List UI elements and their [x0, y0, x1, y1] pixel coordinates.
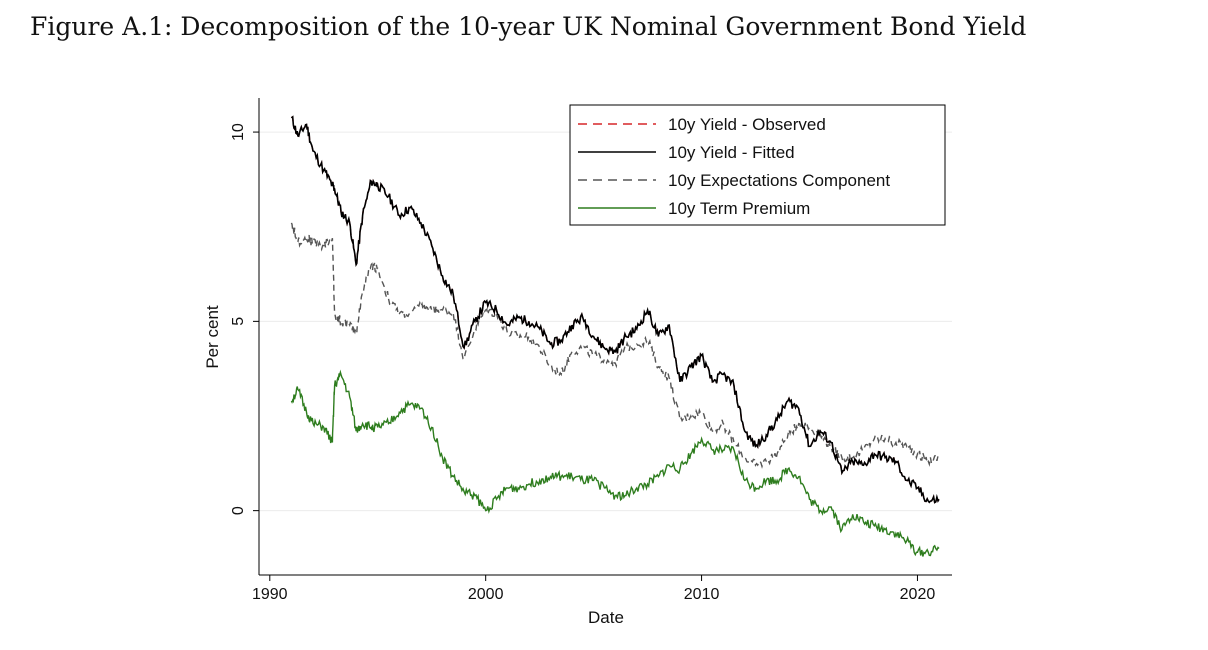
x-tick-label: 1990	[252, 586, 288, 603]
x-axis-label: Date	[588, 608, 624, 627]
legend: 10y Yield - Observed 10y Yield - Fitted 10…	[569, 104, 946, 226]
y-tick-label: 0	[230, 506, 247, 515]
series-line-10y-term-premium	[290, 369, 940, 557]
figure-title: Figure A.1: Decomposition of the 10-year…	[30, 12, 1027, 41]
y-axis-label: Per cent	[203, 305, 222, 369]
series-line-10y-expectations-component	[290, 222, 940, 469]
y-tick-label: 5	[230, 317, 247, 326]
legend-box	[569, 104, 946, 226]
legend-entry: 10y Yield - Observed	[668, 115, 826, 134]
y-tick-label: 10	[230, 123, 247, 141]
legend-entry: 10y Expectations Component	[668, 171, 890, 190]
series-line-10y-yield-fitted	[290, 115, 940, 504]
legend-entry: 10y Term Premium	[668, 199, 810, 218]
x-tick-label: 2010	[684, 586, 720, 603]
x-tick-label: 2020	[900, 586, 936, 603]
legend-entry: 10y Yield - Fitted	[668, 143, 795, 162]
x-tick-label: 2000	[468, 586, 504, 603]
